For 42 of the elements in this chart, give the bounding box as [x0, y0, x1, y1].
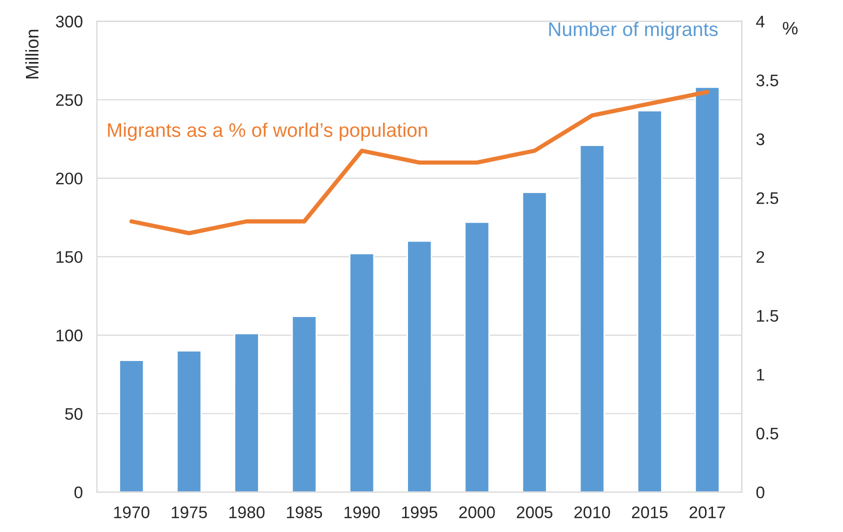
bar — [349, 252, 375, 492]
bar — [579, 144, 605, 492]
y-tick-label: 150 — [56, 251, 82, 263]
x-tick-label: 1985 — [286, 506, 322, 518]
bar — [636, 110, 662, 492]
x-tick-label: 1990 — [344, 506, 380, 518]
x-tick-label: 2015 — [632, 506, 668, 518]
x-tick-label: 1995 — [402, 506, 438, 518]
bar — [291, 316, 318, 492]
text: Number of migrants — [549, 22, 718, 40]
y-tick-label: 50 — [65, 408, 82, 420]
x-tick-label: 2005 — [516, 506, 552, 518]
y2-tick-label: 1 — [757, 368, 764, 380]
x-tick-label: 2010 — [574, 506, 610, 518]
y-axis-title: Million — [25, 30, 39, 78]
x-tick-label: 1975 — [172, 506, 207, 518]
y2-tick-label: 0 — [756, 486, 764, 498]
bar — [406, 240, 432, 492]
bar — [694, 86, 720, 492]
y2-tick-label: 3 — [756, 133, 764, 146]
y-tick-label: 0 — [74, 486, 82, 498]
y-tick-label: 200 — [56, 172, 82, 184]
bar — [464, 221, 490, 492]
y2-tick-label: 2 — [756, 251, 764, 263]
y2-tick-label: 3.5 — [756, 74, 778, 86]
y-tick-label: 300 — [56, 16, 82, 28]
x-tick-label: 2017 — [690, 506, 725, 518]
x-tick-label: 1970 — [114, 506, 150, 518]
y2-tick-label: 2.5 — [756, 192, 778, 204]
x-tick-label: 2000 — [459, 506, 495, 518]
y-tick-label: 250 — [56, 94, 82, 106]
x-tick-label: 1980 — [229, 506, 265, 518]
y2-tick-label: 4 — [756, 16, 765, 28]
y2-tick-label: 1.5 — [757, 310, 778, 322]
y2-tick-label: 0.5 — [756, 428, 778, 440]
series-label: Migrants as a % of world’s population — [108, 122, 427, 141]
bar — [522, 192, 548, 492]
bar — [234, 332, 260, 492]
y-tick-label: 100 — [56, 330, 82, 342]
y2-axis-title: % — [782, 22, 798, 34]
bar — [176, 350, 202, 492]
bar — [118, 360, 144, 492]
